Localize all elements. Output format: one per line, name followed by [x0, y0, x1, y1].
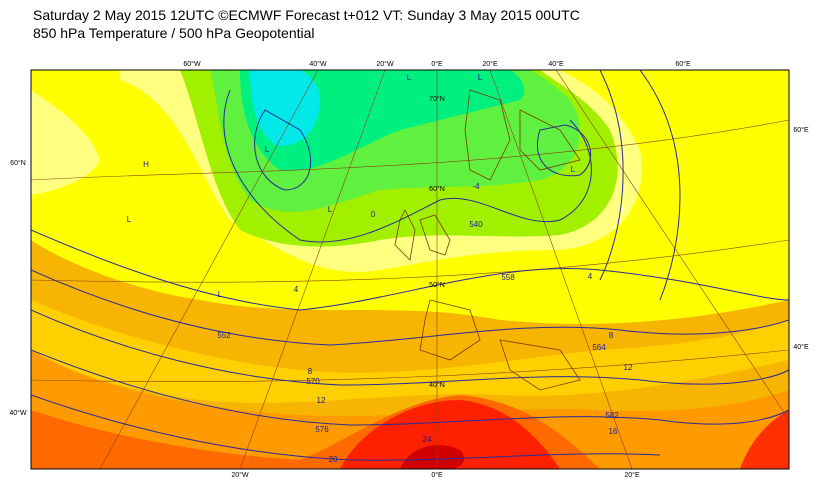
contour-label: 540 — [469, 220, 483, 229]
contour-label: 558 — [501, 273, 515, 282]
subtitle: 850 hPa Temperature / 500 hPa Geopotenti… — [33, 25, 315, 41]
grid-label: 40°W — [9, 409, 27, 417]
pressure-label: L — [218, 290, 223, 299]
contour-label: 24 — [423, 435, 432, 444]
grid-label: 60°N — [429, 185, 445, 193]
grid-label: 40°N — [429, 381, 445, 389]
grid-label: 40°E — [793, 343, 809, 351]
contour-label: 576 — [315, 425, 329, 434]
labels: 60°W 40°W 20°W 0°E 20°E 40°E 60°E 20°W 0°E 20°E 60… — [9, 60, 809, 479]
grid-label: 0°E — [431, 60, 443, 68]
contour-label: 16 — [609, 427, 618, 436]
grid-label: 20°W — [376, 60, 394, 68]
contour-label: 8 — [609, 331, 614, 340]
contour-label: 552 — [217, 331, 231, 340]
contour-label: -4 — [472, 182, 480, 191]
grid-label: 60°E — [675, 60, 691, 68]
pressure-label: L — [127, 215, 132, 224]
pressure-label: L — [265, 145, 270, 154]
grid-label: 40°W — [309, 60, 327, 68]
grid-label: 60°N — [10, 159, 26, 167]
contour-label: 8 — [308, 367, 313, 376]
grid-label: 0°E — [431, 471, 443, 479]
grid-label: 50°N — [429, 281, 445, 289]
contour-label: 0 — [371, 210, 376, 219]
grid-label: 60°W — [183, 60, 201, 68]
contour-label: 564 — [592, 343, 606, 352]
frame — [30, 69, 790, 470]
title: Saturday 2 May 2015 12UTC ©ECMWF Forecas… — [33, 7, 580, 23]
grid-label: 60°E — [793, 126, 809, 134]
contour-label: 582 — [605, 411, 619, 420]
pressure-label: L — [571, 165, 576, 174]
contour-label: 12 — [317, 396, 326, 405]
grid-label: 70°N — [429, 95, 445, 103]
pressure-label: H — [143, 160, 149, 169]
contour-label: 4 — [294, 285, 299, 294]
grid-label: 20°E — [482, 60, 498, 68]
contour-label: 4 — [588, 272, 593, 281]
grid-label: 20°W — [231, 471, 249, 479]
contour-label: 570 — [306, 377, 320, 386]
grid-label: 40°E — [548, 60, 564, 68]
pressure-label: L — [328, 205, 333, 214]
contour-label: 20 — [329, 455, 338, 464]
pressure-label: L — [407, 73, 412, 82]
grid-label: 20°E — [624, 471, 640, 479]
map — [31, 70, 789, 469]
contour-label: 12 — [624, 363, 633, 372]
pressure-label: L — [478, 73, 483, 82]
